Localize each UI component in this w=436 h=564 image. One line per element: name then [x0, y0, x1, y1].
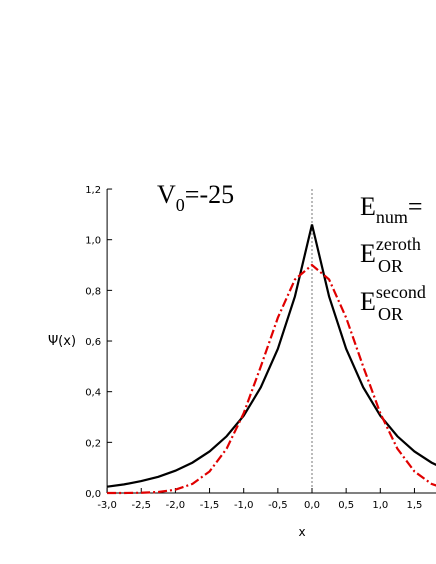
x-tick-label: 0,5 [338, 500, 354, 511]
annotation-sub: OR [378, 304, 403, 324]
annotation: Ezeroth OR [360, 234, 421, 276]
annotation-sub: num [376, 207, 408, 227]
annotation: Enum= [360, 192, 423, 227]
x-tick-label: -2,5 [131, 500, 151, 511]
series-line [107, 263, 436, 495]
series-line [106, 224, 436, 488]
annotation-rest: =-25 [185, 180, 234, 209]
y-tick-label: 0,8 [85, 286, 101, 297]
y-tick-label: 0,4 [85, 388, 101, 399]
annotation-rest: = [408, 192, 423, 221]
y-tick-label: 0,0 [85, 489, 101, 500]
annotation-sub: 0 [176, 195, 185, 215]
annotation-main: E [360, 239, 376, 268]
x-tick-label: -3,0 [97, 500, 117, 511]
x-tick-label: -2,0 [166, 500, 186, 511]
annotation-sub: OR [378, 256, 403, 276]
x-tick-label: -1,0 [234, 500, 254, 511]
y-tick-label: 0,6 [85, 337, 101, 348]
annotation-main: E [360, 287, 376, 316]
x-tick-label: -0,5 [268, 500, 288, 511]
annotation-main: V [157, 180, 176, 209]
x-tick-label: -1,5 [200, 500, 220, 511]
y-tick-label: 0,2 [85, 438, 101, 449]
annotation-sup: zeroth [376, 234, 421, 254]
x-tick-label: 0,0 [304, 500, 320, 511]
x-tick-label: 1,0 [372, 500, 388, 511]
annotation-main: E [360, 192, 376, 221]
annotation: Esecond OR [360, 282, 426, 324]
annotation: V0=-25 [157, 180, 234, 215]
y-tick-label: 1,0 [85, 236, 101, 247]
annotation-sup: second [376, 282, 426, 302]
x-tick-label: 1,5 [406, 500, 422, 511]
x-axis-label: x [298, 525, 305, 539]
y-tick-label: 1,2 [85, 185, 101, 196]
y-axis-label: Ψ(x) [48, 334, 76, 349]
